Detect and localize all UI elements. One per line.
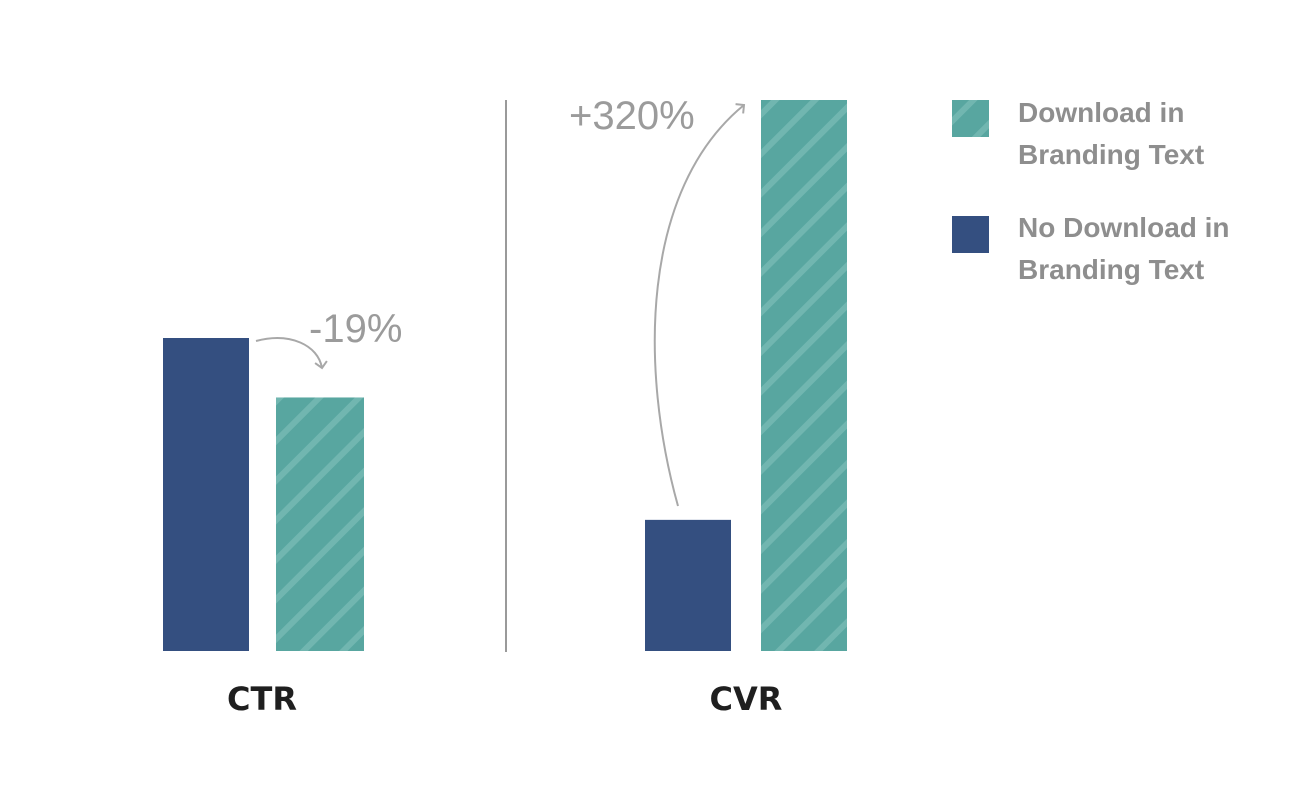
annotation-arrow-cvr [653, 103, 746, 507]
legend-label-no-download-line2: Branding Text [1018, 254, 1204, 285]
cvr-group: +320% CVR [569, 94, 847, 718]
legend-swatch-no-download [952, 216, 989, 253]
annotation-arrow-ctr [255, 337, 328, 370]
category-label-ctr: CTR [227, 680, 297, 718]
legend-label-no-download-line1: No Download in [1018, 212, 1230, 243]
legend-label-download-line2: Branding Text [1018, 139, 1204, 170]
legend-label-download-line1: Download in [1018, 97, 1184, 128]
legend-swatch-download [952, 100, 989, 137]
bar-cvr-download [761, 100, 847, 651]
bar-cvr-no-download [645, 519, 731, 651]
bar-ctr-download [276, 397, 364, 651]
ctr-group: -19% CTR [163, 307, 402, 718]
legend-label-no-download: No Download in Branding Text [1018, 212, 1237, 285]
legend-label-download: Download in Branding Text [1018, 97, 1204, 170]
legend: Download in Branding Text No Download in… [952, 97, 1237, 285]
annotation-cvr: +320% [569, 94, 695, 138]
category-label-cvr: CVR [710, 680, 783, 718]
annotation-ctr: -19% [309, 307, 402, 351]
bar-ctr-no-download [163, 338, 249, 651]
